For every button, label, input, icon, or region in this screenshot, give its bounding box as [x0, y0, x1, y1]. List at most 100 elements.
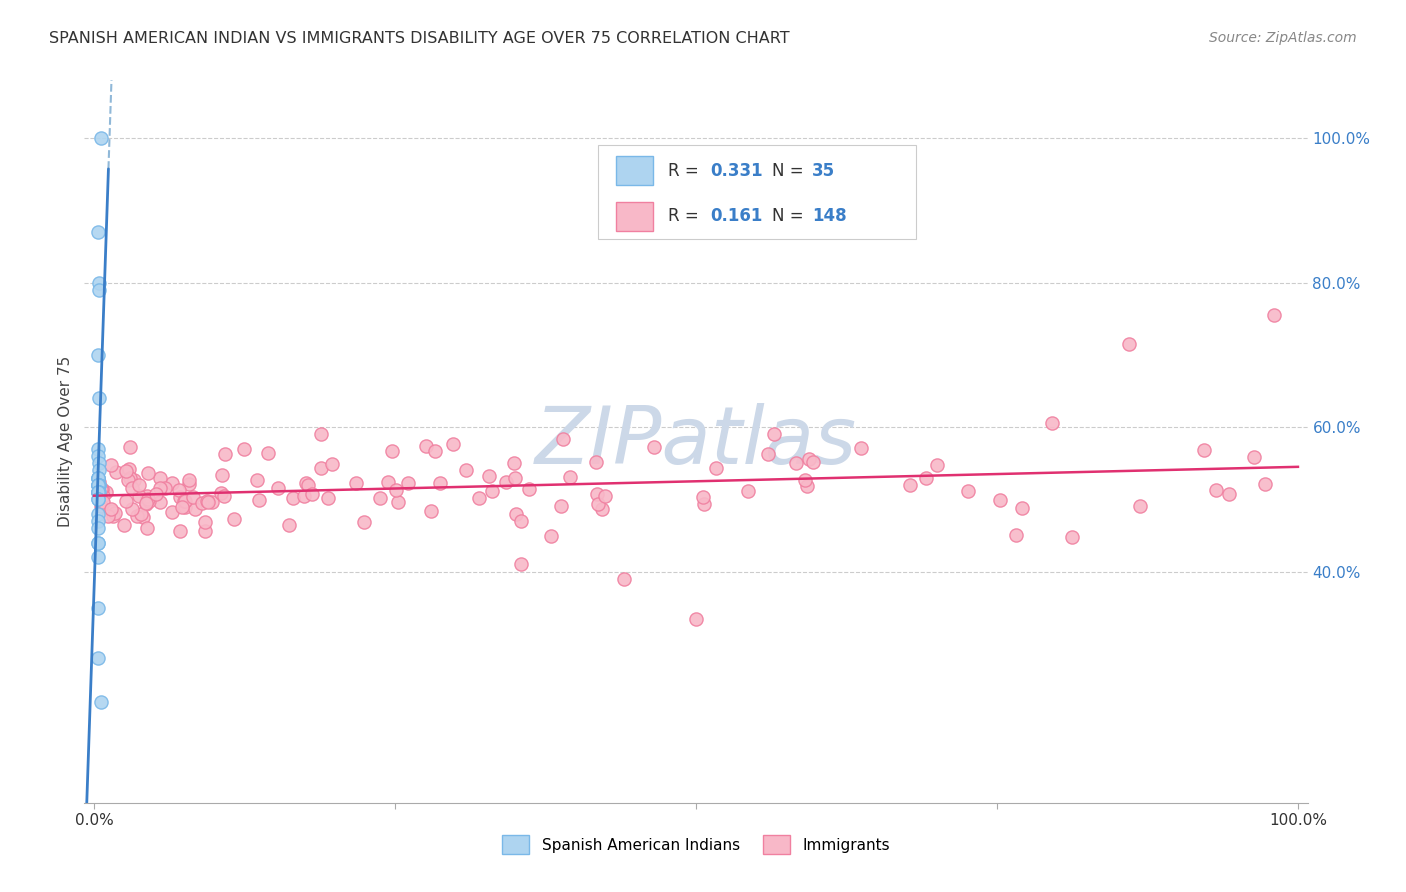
- Point: [201, 495, 224, 509]
- Point: [586, 497, 609, 511]
- Point: [120, 440, 142, 454]
- Point: [86, 478, 108, 492]
- Point: [1192, 443, 1215, 458]
- Y-axis label: Disability Age Over 75: Disability Age Over 75: [58, 356, 73, 527]
- Point: [105, 466, 128, 480]
- Point: [387, 495, 409, 509]
- Point: [87, 478, 110, 492]
- Point: [1040, 416, 1063, 430]
- Point: [121, 501, 143, 516]
- Point: [321, 458, 343, 472]
- Point: [86, 470, 108, 484]
- Point: [1004, 528, 1026, 542]
- Point: [1060, 530, 1083, 544]
- Point: [86, 225, 108, 239]
- Point: [585, 455, 607, 469]
- Point: [129, 508, 152, 522]
- Point: [86, 485, 108, 500]
- Text: ZIPatlas: ZIPatlas: [534, 402, 858, 481]
- Point: [160, 505, 183, 519]
- Point: [247, 493, 270, 508]
- Point: [553, 433, 575, 447]
- Point: [128, 478, 150, 492]
- Point: [685, 611, 707, 625]
- Point: [693, 497, 716, 511]
- Point: [593, 489, 616, 503]
- Text: 0.331: 0.331: [710, 161, 763, 179]
- Point: [423, 444, 446, 458]
- Point: [510, 514, 533, 528]
- Point: [173, 494, 195, 508]
- Point: [86, 442, 108, 456]
- Point: [91, 495, 114, 509]
- Point: [86, 535, 108, 549]
- Point: [90, 131, 112, 145]
- Point: [212, 489, 235, 503]
- Point: [149, 482, 172, 496]
- Point: [502, 457, 524, 471]
- Text: 0.161: 0.161: [710, 207, 763, 225]
- Point: [801, 455, 824, 469]
- Point: [295, 476, 318, 491]
- Point: [135, 489, 157, 503]
- FancyBboxPatch shape: [598, 145, 917, 239]
- Point: [441, 437, 464, 451]
- Point: [692, 490, 714, 504]
- Point: [377, 475, 399, 490]
- Point: [191, 496, 214, 510]
- Point: [121, 481, 143, 495]
- Point: [87, 478, 110, 492]
- Point: [94, 484, 117, 499]
- Point: [197, 494, 219, 508]
- Point: [117, 473, 139, 487]
- Point: [794, 473, 817, 487]
- Point: [643, 440, 665, 454]
- Point: [925, 458, 948, 472]
- Point: [898, 478, 921, 492]
- Point: [86, 651, 108, 665]
- Point: [97, 509, 120, 524]
- Point: [87, 283, 110, 297]
- Point: [138, 494, 160, 508]
- Point: [89, 475, 111, 489]
- Text: N =: N =: [772, 207, 808, 225]
- Point: [136, 491, 159, 506]
- Point: [505, 507, 527, 521]
- Point: [1218, 486, 1240, 500]
- Point: [86, 478, 108, 492]
- Point: [86, 492, 108, 507]
- Text: Source: ZipAtlas.com: Source: ZipAtlas.com: [1209, 31, 1357, 45]
- Point: [169, 483, 191, 498]
- Point: [173, 494, 195, 508]
- Point: [86, 348, 108, 362]
- Point: [353, 516, 375, 530]
- Point: [385, 483, 408, 497]
- Point: [132, 510, 155, 524]
- Point: [478, 469, 501, 483]
- Point: [194, 524, 217, 538]
- Text: N =: N =: [772, 161, 808, 179]
- Point: [90, 695, 112, 709]
- Point: [86, 485, 108, 500]
- Point: [86, 600, 108, 615]
- Point: [86, 449, 108, 463]
- Point: [149, 495, 172, 509]
- Point: [100, 501, 122, 516]
- Point: [193, 515, 215, 529]
- Point: [1205, 483, 1227, 498]
- Point: [103, 508, 125, 523]
- Point: [90, 482, 112, 496]
- Point: [415, 439, 437, 453]
- Point: [481, 484, 503, 499]
- Point: [136, 466, 159, 480]
- Point: [368, 491, 391, 505]
- Point: [86, 535, 108, 549]
- Point: [86, 485, 108, 500]
- Point: [419, 504, 441, 518]
- Text: 148: 148: [813, 207, 846, 225]
- Point: [1254, 477, 1277, 491]
- Point: [540, 529, 562, 543]
- Point: [558, 470, 581, 484]
- Point: [104, 506, 127, 520]
- Point: [128, 489, 150, 503]
